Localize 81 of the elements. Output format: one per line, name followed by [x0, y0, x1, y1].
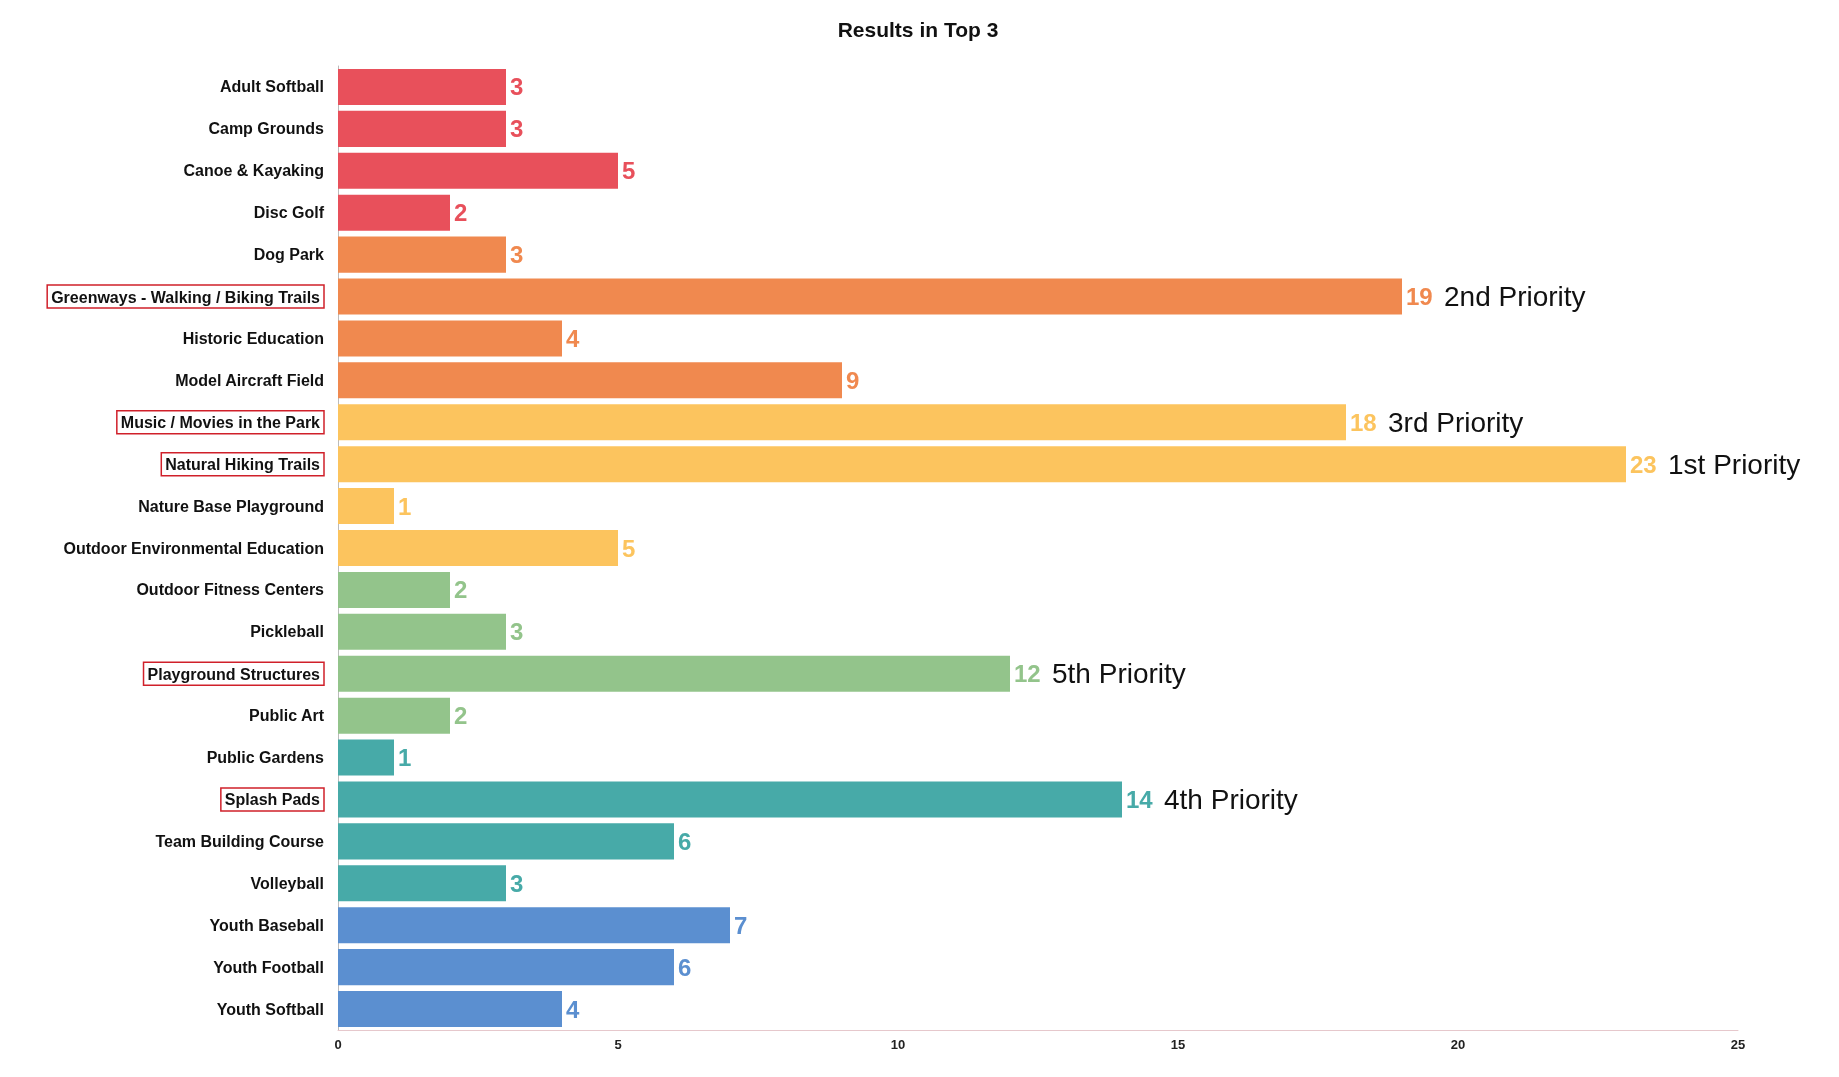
y-tick-label: Outdoor Fitness Centers — [136, 581, 325, 599]
chart-title: Results in Top 3 — [837, 18, 999, 41]
bar — [338, 865, 506, 902]
x-tick-label: 10 — [890, 1037, 906, 1052]
y-tick-label: Natural Hiking Trails — [165, 456, 321, 474]
x-tick-label: 0 — [334, 1037, 342, 1052]
data-label: 3 — [510, 73, 524, 101]
y-tick-label: Greenways - Walking / Biking Trails — [51, 288, 321, 306]
data-label: 9 — [846, 366, 860, 394]
annotation: 3rd Priority — [1388, 406, 1524, 438]
x-tick-label: 25 — [1730, 1037, 1746, 1052]
bar — [338, 446, 1626, 483]
data-label: 3 — [510, 618, 524, 646]
x-tick-label: 20 — [1450, 1037, 1466, 1052]
bar — [338, 907, 730, 944]
bar — [338, 110, 506, 147]
y-tick-label: Public Art — [249, 707, 325, 725]
y-tick-label: Public Gardens — [206, 749, 325, 767]
data-label: 2 — [454, 199, 468, 227]
y-tick-label: Youth Football — [213, 958, 324, 976]
annotation: 1st Priority — [1668, 448, 1801, 480]
y-tick-label: Outdoor Environmental Education — [63, 539, 324, 557]
data-label: 1 — [398, 492, 412, 520]
bar — [338, 529, 618, 567]
bar — [338, 68, 506, 105]
bar — [338, 278, 1402, 315]
y-tick-label: Team Building Course — [155, 832, 325, 850]
y-tick-label: Splash Pads — [224, 791, 321, 809]
data-label: 23 — [1630, 450, 1657, 478]
bar — [338, 571, 450, 608]
bar — [338, 655, 1010, 692]
bar — [338, 991, 562, 1028]
data-label: 6 — [678, 953, 692, 981]
bar — [338, 823, 674, 860]
bar — [338, 152, 618, 189]
y-tick-label: Playground Structures — [147, 665, 321, 683]
bar — [338, 697, 450, 734]
y-tick-label: Youth Softball — [216, 1000, 324, 1018]
data-label: 7 — [734, 911, 748, 939]
y-tick-label: Dog Park — [253, 246, 325, 264]
data-label: 2 — [454, 576, 468, 604]
y-tick-label: Nature Base Playground — [138, 497, 324, 515]
data-label: 12 — [1014, 660, 1041, 688]
annotation: 4th Priority — [1164, 783, 1298, 815]
y-tick-label: Disc Golf — [253, 204, 325, 222]
x-tick-label: 5 — [614, 1037, 622, 1052]
bar — [338, 613, 506, 650]
bar — [338, 362, 842, 399]
data-label: 3 — [510, 115, 524, 143]
bar — [338, 949, 674, 986]
bar — [338, 194, 450, 231]
x-tick-label: 15 — [1170, 1037, 1186, 1052]
data-label: 6 — [678, 827, 692, 855]
data-label: 5 — [622, 534, 636, 562]
bar — [338, 404, 1346, 441]
bar — [338, 739, 394, 776]
annotation: 5th Priority — [1052, 658, 1186, 690]
y-tick-label: Pickleball — [250, 623, 324, 641]
y-tick-label: Canoe & Kayaking — [183, 162, 324, 180]
data-label: 3 — [510, 869, 524, 897]
data-label: 3 — [510, 241, 524, 269]
y-tick-label: Adult Softball — [220, 78, 324, 96]
bar — [338, 320, 562, 357]
data-label: 4 — [566, 324, 580, 352]
data-label: 14 — [1126, 785, 1154, 813]
data-label: 19 — [1406, 283, 1433, 311]
data-label: 4 — [566, 995, 580, 1023]
y-tick-label: Model Aircraft Field — [175, 371, 324, 389]
y-tick-label: Historic Education — [182, 329, 324, 347]
data-label: 18 — [1350, 408, 1377, 436]
annotation: 2nd Priority — [1444, 281, 1586, 313]
y-tick-label: Music / Movies in the Park — [120, 414, 321, 432]
data-label: 1 — [398, 744, 412, 772]
data-label: 2 — [454, 702, 468, 730]
y-tick-label: Youth Baseball — [209, 916, 324, 934]
bar — [338, 488, 394, 525]
bar — [338, 781, 1122, 818]
bar — [338, 236, 506, 273]
y-tick-label: Camp Grounds — [208, 120, 325, 138]
y-tick-label: Volleyball — [250, 874, 324, 892]
data-label: 5 — [622, 157, 636, 185]
